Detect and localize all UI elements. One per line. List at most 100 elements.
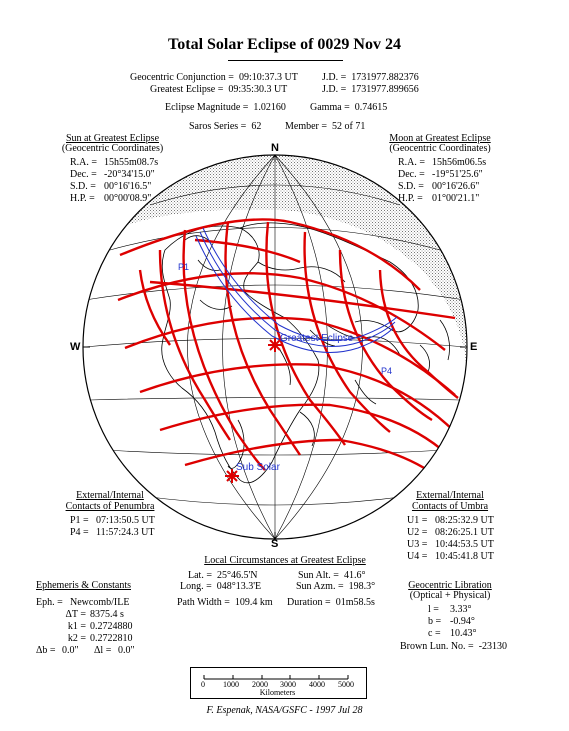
conj-time: 09:10:37.3 UT xyxy=(238,72,298,83)
greatest-eclipse-marker xyxy=(268,338,282,352)
umbra-heading: External/Internal xyxy=(416,490,484,501)
saros-value: 62 xyxy=(251,121,262,132)
lib-c-label: c = xyxy=(428,628,441,639)
libration-heading: Geocentric Libration xyxy=(408,580,492,591)
sun-hp: 00°00'08.9" xyxy=(104,193,152,204)
u4-label: U4 = xyxy=(407,551,428,562)
libration-values: l = 3.33° b = -0.94° c = 10.43° xyxy=(428,604,477,640)
scale-tick-0: 0 xyxy=(201,680,205,689)
ge-jd-value: 1731977.899656 xyxy=(351,84,419,95)
alt-label: Sun Alt. = xyxy=(298,570,339,581)
u1-label: U1 = xyxy=(407,515,428,526)
k1-label: k1 = xyxy=(67,621,86,632)
greatest-line: Greatest Eclipse = 09:35:30.3 UT xyxy=(150,84,287,96)
sun-subheading: (Geocentric Coordinates) xyxy=(61,143,164,154)
moon-ra-label: R.A. = xyxy=(398,157,426,168)
graticule xyxy=(83,155,467,539)
eph-label: Eph. = xyxy=(36,597,63,608)
long-label: Long. = xyxy=(180,581,212,592)
ge-jd: J.D. = 1731977.899656 xyxy=(322,84,419,96)
saros-label: Saros Series = xyxy=(189,121,247,132)
ge-jd-label: J.D. = xyxy=(322,84,347,95)
azm-label: Sun Azm. = xyxy=(296,581,344,592)
db-label: Δb = xyxy=(36,645,56,656)
dl-value: 0.0" xyxy=(118,645,135,656)
mag-label: Eclipse Magnitude = xyxy=(165,102,249,113)
conj-jd-value: 1731977.882376 xyxy=(351,72,419,83)
member-label: Member = xyxy=(285,121,328,132)
eph-value: Newcomb/ILE xyxy=(70,597,130,608)
moon-hp: 01°00'21.1" xyxy=(432,193,480,204)
central-path xyxy=(195,227,398,353)
member-line: Member = 52 of 71 xyxy=(285,121,365,133)
compass-ticks xyxy=(83,155,467,539)
azm-value: 198.3° xyxy=(348,581,376,592)
sun-heading: Sun at Greatest Eclipse xyxy=(65,133,160,144)
brown-lunation: Brown Lun. No. = -23130 xyxy=(400,641,507,653)
gamma-value: 0.74615 xyxy=(354,102,388,113)
pw-value: 109.4 km xyxy=(234,597,273,608)
ge-label: Greatest Eclipse = xyxy=(150,84,224,95)
u3-label: U3 = xyxy=(407,539,428,550)
moon-values: R.A. = 15h56m06.5s Dec. = -19°51'25.6" S.D… xyxy=(398,157,486,205)
moon-hp-label: H.P. = xyxy=(398,193,423,204)
libration-subheading: (Optical + Physical) xyxy=(409,590,491,601)
west-label: W xyxy=(70,341,81,353)
penumbra-values: P1 = 07:13:50.5 UT P4 = 11:57:24.3 UT xyxy=(70,515,155,539)
scale-tick-3000: 3000 xyxy=(280,680,296,689)
dt-value: 8375.4 s xyxy=(90,609,124,620)
local-azm: Sun Azm. = 198.3° xyxy=(296,581,375,593)
sub-solar-marker xyxy=(225,469,239,483)
local-heading: Local Circumstances at Greatest Eclipse xyxy=(204,555,366,566)
sun-sd-label: S.D. = xyxy=(70,181,96,192)
scale-box xyxy=(190,667,367,699)
sub-solar-label: Sub Solar xyxy=(236,462,280,473)
scale-tick-4000: 4000 xyxy=(309,680,325,689)
p1-contact: 07:13:50.5 UT xyxy=(96,515,155,526)
moon-sd: 00°16'26.6" xyxy=(432,181,480,192)
pw-label: Path Width = xyxy=(177,597,230,608)
sun-ra-label: R.A. = xyxy=(70,157,98,168)
u2-label: U2 = xyxy=(407,527,428,538)
gamma-label: Gamma = xyxy=(310,102,350,113)
lat-value: 25°46.5'N xyxy=(216,570,258,581)
saros-line: Saros Series = 62 xyxy=(189,121,261,133)
moon-heading: Moon at Greatest Eclipse xyxy=(389,133,491,144)
page-title: Total Solar Eclipse of 0029 Nov 24 xyxy=(168,36,401,53)
p4-contact-label: P4 = xyxy=(70,527,89,538)
moon-subheading: (Geocentric Coordinates) xyxy=(389,143,491,154)
k2-value: 0.2722810 xyxy=(90,633,133,644)
scale-tick-1000: 1000 xyxy=(223,680,239,689)
dl-label: Δl = xyxy=(94,645,112,656)
umbra-values: U1 = 08:25:32.9 UT U2 = 08:26:25.1 UT U3 =… xyxy=(407,515,494,563)
south-label: S xyxy=(271,538,279,550)
p1-label: P1 xyxy=(178,262,190,272)
k2-label: k2 = xyxy=(67,633,86,644)
penumbral-grid xyxy=(117,218,459,476)
lib-l: 3.33° xyxy=(450,604,472,615)
sun-values: R.A. = 15h55m08.7s Dec. = -20°34'15.0" S.D… xyxy=(70,157,158,205)
lib-b: -0.94° xyxy=(450,616,475,627)
sun-dec-label: Dec. = xyxy=(70,169,97,180)
sun-hp-label: H.P. = xyxy=(70,193,95,204)
long-value: 048°13.3'E xyxy=(216,581,262,592)
moon-dec: -19°51'25.6" xyxy=(432,169,483,180)
ge-time: 09:35:30.3 UT xyxy=(228,84,288,95)
scale-tick-2000: 2000 xyxy=(252,680,268,689)
penumbra-heading: External/Internal xyxy=(76,490,144,501)
ephemeris-values: Eph. = Newcomb/ILE ΔT = 8375.4 s k1 = 0.272… xyxy=(36,597,135,657)
u2-contact: 08:26:25.1 UT xyxy=(435,527,494,538)
lat-label: Lat. = xyxy=(188,570,212,581)
north-label: N xyxy=(271,142,279,154)
title-rule xyxy=(228,60,343,61)
lib-l-label: l = xyxy=(428,604,439,615)
penumbra-subheading: Contacts of Penumbra xyxy=(65,501,155,512)
conj-label: Geocentric Conjunction = xyxy=(130,72,234,83)
u4-contact: 10:45:41.8 UT xyxy=(435,551,494,562)
sun-sd: 00°16'16.5" xyxy=(104,181,152,192)
lib-c: 10.43° xyxy=(450,628,477,639)
brown-value: -23130 xyxy=(478,641,508,652)
local-path-width: Path Width = 109.4 km xyxy=(177,597,273,609)
conjunction-line: Geocentric Conjunction = 09:10:37.3 UT xyxy=(130,72,298,84)
